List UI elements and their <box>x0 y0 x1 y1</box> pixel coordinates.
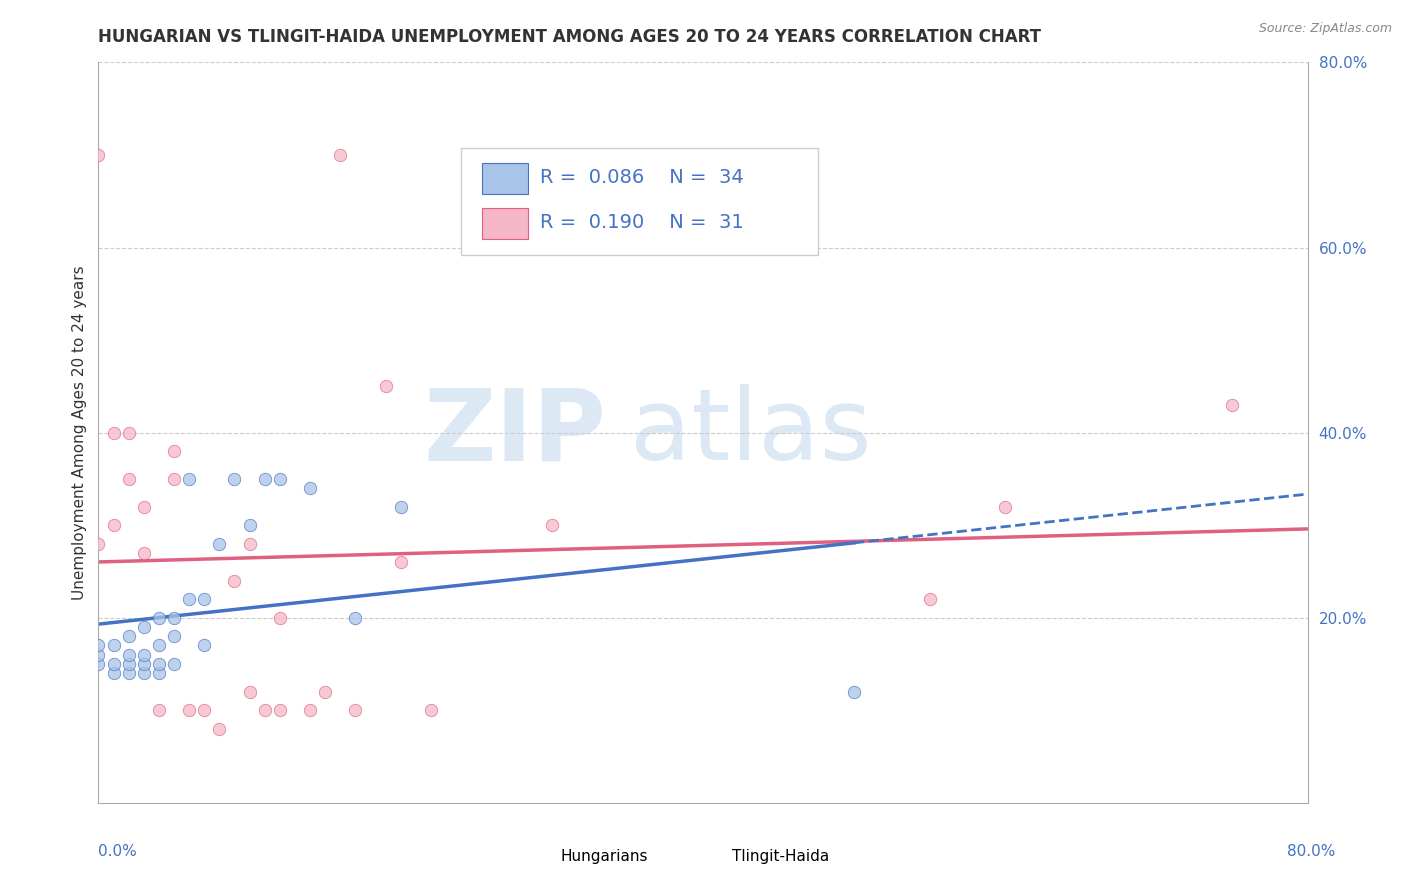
Point <box>540 518 562 533</box>
Point <box>148 610 170 624</box>
Text: Hungarians: Hungarians <box>561 849 648 864</box>
Point <box>299 703 322 717</box>
Point <box>299 481 322 495</box>
Point <box>239 685 262 699</box>
Point <box>344 610 367 624</box>
Point <box>208 536 231 550</box>
Point <box>844 685 866 699</box>
Point <box>374 379 396 393</box>
Point <box>132 620 155 634</box>
Point <box>239 536 262 550</box>
Text: Source: ZipAtlas.com: Source: ZipAtlas.com <box>1258 22 1392 36</box>
Point <box>87 148 110 162</box>
Point <box>132 648 155 662</box>
Point <box>118 666 141 681</box>
Point <box>103 657 125 671</box>
Point <box>118 657 141 671</box>
Point <box>118 629 141 643</box>
Point <box>239 518 262 533</box>
Point <box>163 610 186 624</box>
Point <box>179 592 201 607</box>
Point <box>118 472 141 486</box>
Point <box>224 574 246 588</box>
Point <box>269 610 291 624</box>
Point <box>1220 398 1243 412</box>
Point <box>389 500 412 514</box>
FancyBboxPatch shape <box>461 147 818 255</box>
Point <box>224 472 246 486</box>
Text: HUNGARIAN VS TLINGIT-HAIDA UNEMPLOYMENT AMONG AGES 20 TO 24 YEARS CORRELATION CH: HUNGARIAN VS TLINGIT-HAIDA UNEMPLOYMENT … <box>98 28 1042 45</box>
Text: Tlingit-Haida: Tlingit-Haida <box>733 849 830 864</box>
Bar <box>700 847 727 867</box>
Point <box>253 472 276 486</box>
Point <box>269 472 291 486</box>
Point <box>132 666 155 681</box>
Bar <box>482 163 527 194</box>
Point <box>132 546 155 560</box>
Point <box>193 703 215 717</box>
Point <box>344 703 367 717</box>
Point <box>148 657 170 671</box>
Point <box>103 518 125 533</box>
Point <box>253 703 276 717</box>
Point <box>103 639 125 653</box>
Bar <box>527 847 554 867</box>
Point <box>208 722 231 736</box>
Text: 80.0%: 80.0% <box>1288 845 1336 859</box>
Point <box>87 657 110 671</box>
Point <box>420 703 443 717</box>
Point <box>179 703 201 717</box>
Point <box>389 555 412 569</box>
Point <box>132 500 155 514</box>
Text: ZIP: ZIP <box>423 384 606 481</box>
Point <box>193 639 215 653</box>
Text: R =  0.190    N =  31: R = 0.190 N = 31 <box>540 213 744 232</box>
Point <box>103 666 125 681</box>
Point <box>118 648 141 662</box>
Point <box>148 639 170 653</box>
Point <box>103 425 125 440</box>
Point <box>163 657 186 671</box>
Point <box>994 500 1017 514</box>
Point <box>87 536 110 550</box>
Point <box>87 639 110 653</box>
Y-axis label: Unemployment Among Ages 20 to 24 years: Unemployment Among Ages 20 to 24 years <box>72 265 87 600</box>
Point <box>179 472 201 486</box>
Bar <box>482 208 527 239</box>
Text: R =  0.086    N =  34: R = 0.086 N = 34 <box>540 169 744 187</box>
Point <box>163 629 186 643</box>
Point <box>132 657 155 671</box>
Point <box>163 472 186 486</box>
Point <box>118 425 141 440</box>
Point <box>148 666 170 681</box>
Text: 0.0%: 0.0% <box>98 845 138 859</box>
Point <box>269 703 291 717</box>
Point <box>314 685 336 699</box>
Text: atlas: atlas <box>630 384 872 481</box>
Point <box>148 703 170 717</box>
Point <box>329 148 352 162</box>
Point <box>163 444 186 458</box>
Point <box>87 648 110 662</box>
Point <box>193 592 215 607</box>
Point <box>918 592 941 607</box>
